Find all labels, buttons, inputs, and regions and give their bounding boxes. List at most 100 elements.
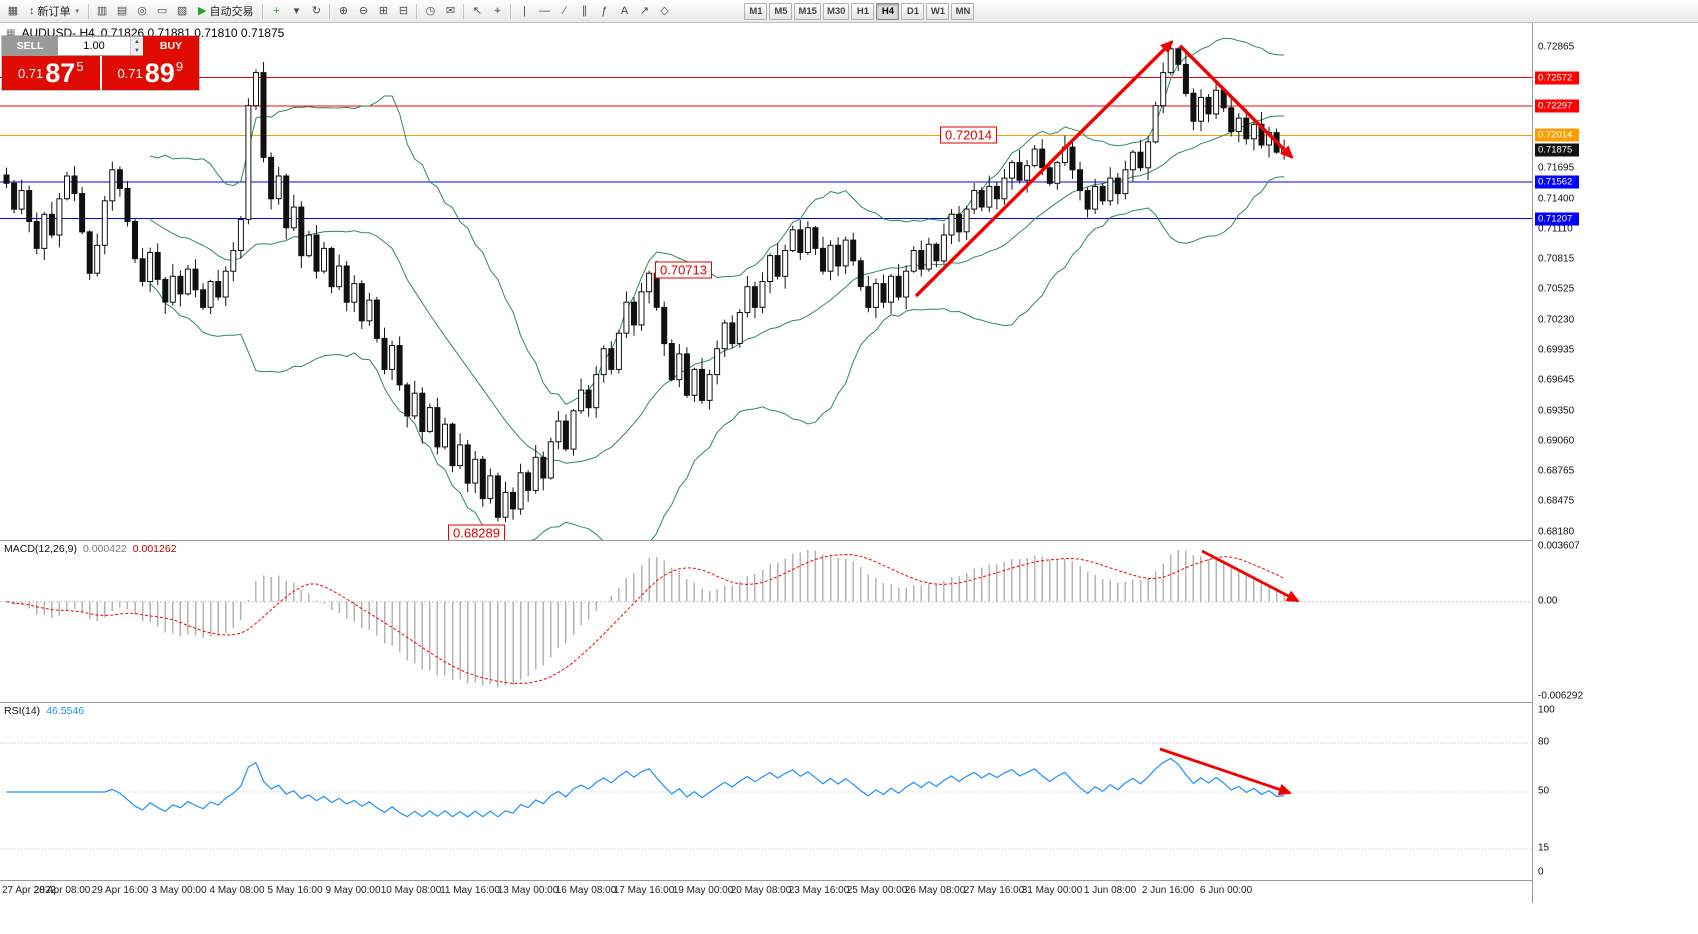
- time-axis[interactable]: 27 Apr 2022 28 Apr 08:00 29 Apr 16:00 3 May…: [0, 880, 1532, 902]
- market-watch-button[interactable]: ▥: [92, 2, 112, 21]
- rsi-value: 46.5546: [46, 705, 85, 717]
- refresh-button[interactable]: ↻: [306, 2, 326, 21]
- time-axis-label: 5 May 16:00: [267, 885, 323, 896]
- current-price-badge: 0.71875: [1535, 143, 1579, 157]
- volume-up-icon[interactable]: ▲: [131, 37, 143, 46]
- shapes-button[interactable]: ◇: [654, 2, 674, 21]
- cursor-icon: ↖: [472, 4, 483, 17]
- chart-type-icon: ▦: [6, 27, 16, 39]
- sell-button[interactable]: SELL: [2, 36, 58, 56]
- buy-price-button[interactable]: 0.71 89 9: [101, 56, 199, 90]
- time-axis-label: 23 May 16:00: [788, 885, 850, 896]
- price-tick-label: 0.68180: [1538, 526, 1575, 538]
- buy-button[interactable]: BUY: [143, 36, 199, 56]
- zoom-out-icon: ⊖: [358, 4, 369, 17]
- price-axis-separator: [1532, 23, 1533, 903]
- buy-price-sup: 9: [175, 59, 184, 74]
- timeframe-button-m5[interactable]: M5: [769, 2, 793, 20]
- data-window-button[interactable]: ▤: [112, 2, 132, 21]
- new-chart-button[interactable]: +: [266, 2, 286, 21]
- toolbar-separator: [262, 3, 264, 19]
- timeframe-button-h4[interactable]: H4: [876, 2, 900, 20]
- new-order-button[interactable]: ↕ 新订单 ▾: [23, 2, 85, 21]
- dropdown-arrow-icon: ▾: [75, 8, 80, 15]
- text-label-button[interactable]: A: [614, 2, 634, 21]
- channel-button[interactable]: ∥: [574, 2, 594, 21]
- macd-panel[interactable]: MACD(12,26,9) 0.000422 0.001262: [0, 540, 1532, 702]
- price-annotation[interactable]: 0.72014: [940, 126, 997, 144]
- main-chart-panel[interactable]: ▦ AUDUSD-,H4 0.71826 0.71881 0.71810 0.7…: [0, 23, 1532, 540]
- timeframe-button-h1[interactable]: H1: [851, 2, 875, 20]
- mail-icon: ✉: [445, 4, 456, 17]
- time-axis-label: 26 May 08:00: [904, 885, 966, 896]
- price-tick-label: 0.69350: [1538, 405, 1575, 417]
- timeframe-button-m30[interactable]: M30: [822, 2, 850, 20]
- price-axis[interactable]: 0.72865 0.71695 0.71400 0.71110 0.70815 0.705…: [1535, 23, 1625, 903]
- arrows-tool-button[interactable]: ↗: [634, 2, 654, 21]
- macd-scale-label: 0.003607: [1538, 540, 1580, 552]
- time-axis-label: 27 May 16:00: [963, 885, 1025, 896]
- candlestick-chart-canvas[interactable]: [0, 23, 1532, 540]
- macd-chart-canvas[interactable]: [0, 541, 1532, 702]
- time-axis-label: 10 May 08:00: [380, 885, 442, 896]
- zoom-in-icon: ⊕: [338, 4, 349, 17]
- price-annotation[interactable]: 0.70713: [655, 261, 712, 279]
- rsi-scale-label: 80: [1538, 736, 1550, 748]
- time-axis-label: 6 Jun 00:00: [1199, 885, 1253, 896]
- time-axis-label: 4 May 08:00: [209, 885, 265, 896]
- timeframe-button-d1[interactable]: D1: [901, 2, 925, 20]
- mail-button[interactable]: ✉: [440, 2, 460, 21]
- zoom-out-button[interactable]: ⊖: [353, 2, 373, 21]
- crosshair-icon: ⌖: [494, 4, 501, 17]
- rsi-name: RSI(14): [4, 705, 41, 717]
- trendline-icon: ∕: [563, 4, 566, 17]
- chart-region: ▦ AUDUSD-,H4 0.71826 0.71881 0.71810 0.7…: [0, 23, 1698, 934]
- price-tick-label: 0.69060: [1538, 435, 1575, 447]
- zoom-in-button[interactable]: ⊕: [333, 2, 353, 21]
- toolbar-separator: [463, 3, 465, 19]
- vertical-line-icon: |: [523, 4, 526, 17]
- timeframe-group: M1 M5 M15 M30 H1 H4 D1 W1 MN: [744, 2, 975, 20]
- chart-window-button[interactable]: ▦: [3, 2, 23, 21]
- time-axis-label: 17 May 16:00: [613, 885, 675, 896]
- crosshair-button[interactable]: ⌖: [487, 2, 507, 21]
- cursor-button[interactable]: ↖: [467, 2, 487, 21]
- timeframe-button-m15[interactable]: M15: [794, 2, 821, 20]
- cascade-windows-button[interactable]: ⊟: [393, 2, 413, 21]
- horizontal-line-button[interactable]: —: [534, 2, 554, 21]
- timeframe-button-m1[interactable]: M1: [744, 2, 768, 20]
- tile-windows-button[interactable]: ⊞: [373, 2, 393, 21]
- macd-scale-label: -0.006292: [1538, 690, 1584, 702]
- fibonacci-button[interactable]: ƒ: [594, 2, 614, 21]
- time-axis-label: 9 May 00:00: [325, 885, 381, 896]
- volume-down-icon[interactable]: ▼: [131, 46, 143, 55]
- profiles-button[interactable]: ▾: [286, 2, 306, 21]
- chart-window-icon: ▦: [7, 4, 19, 17]
- volume-input[interactable]: [58, 37, 130, 55]
- strategy-tester-button[interactable]: ▧: [172, 2, 192, 21]
- main-toolbar: ▦ ↕ 新订单 ▾ ▥ ▤ ◎ ▭ ▧ ▶ 自动交易 + ▾ ↻ ⊕ ⊖ ⊞ ⊟ ◷ ✉ ↖ ⌖ | — ∕ ∥ ƒ A ↗ ◇ M1 M5 M…: [0, 0, 1698, 23]
- autotrading-button[interactable]: ▶ 自动交易: [192, 2, 259, 21]
- trendline-button[interactable]: ∕: [554, 2, 574, 21]
- timeframe-button-mn[interactable]: MN: [951, 2, 975, 20]
- clock-button[interactable]: ◷: [420, 2, 440, 21]
- timeframe-button-w1[interactable]: W1: [926, 2, 950, 20]
- price-line-badge: 0.72297: [1535, 99, 1579, 113]
- volume-field: ▲ ▼: [58, 36, 143, 56]
- refresh-icon: ↻: [311, 4, 322, 17]
- macd-label: MACD(12,26,9) 0.000422 0.001262: [4, 543, 177, 555]
- price-tick-label: 0.70230: [1538, 314, 1575, 326]
- rsi-scale-label: 50: [1538, 785, 1550, 797]
- vertical-line-button[interactable]: |: [514, 2, 534, 21]
- price-tick-label: 0.72865: [1538, 41, 1575, 53]
- navigator-button[interactable]: ◎: [132, 2, 152, 21]
- shapes-icon: ◇: [660, 4, 669, 17]
- macd-name: MACD(12,26,9): [4, 543, 77, 555]
- price-annotation[interactable]: 0.68289: [448, 524, 505, 540]
- rsi-panel[interactable]: RSI(14) 46.5546: [0, 702, 1532, 880]
- price-tick-label: 0.70525: [1538, 283, 1575, 295]
- sell-price-button[interactable]: 0.71 87 5: [2, 56, 100, 90]
- terminal-button[interactable]: ▭: [152, 2, 172, 21]
- rsi-chart-canvas[interactable]: [0, 703, 1532, 880]
- one-click-trading-widget: SELL ▲ ▼ BUY 0.71 87 5: [2, 36, 199, 90]
